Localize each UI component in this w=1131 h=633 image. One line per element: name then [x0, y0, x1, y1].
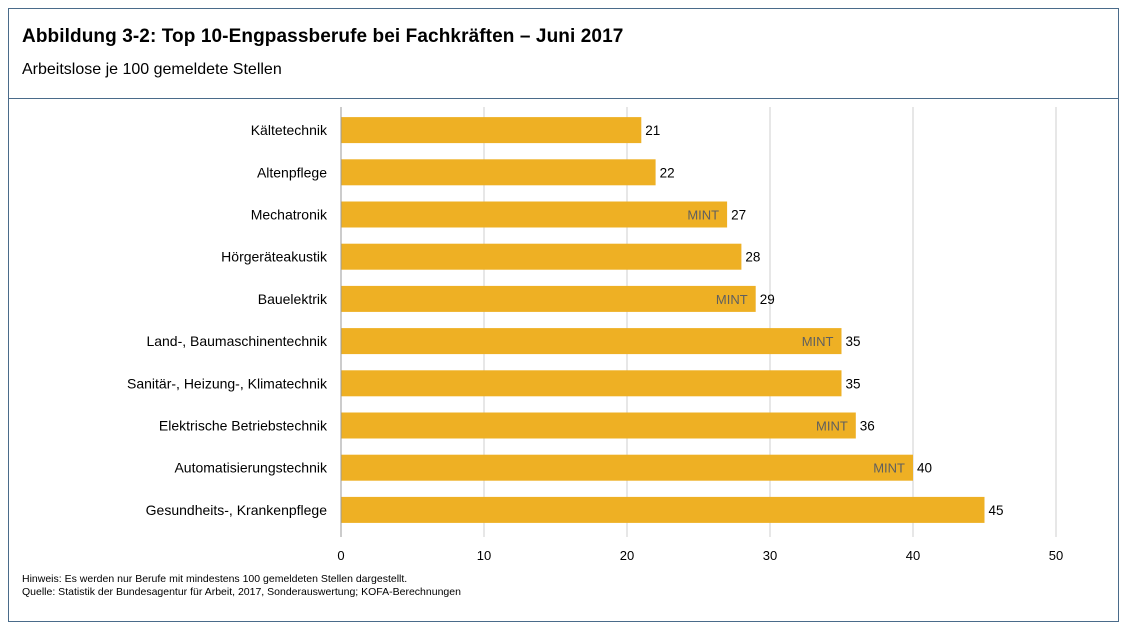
value-label: 35 [846, 376, 861, 391]
mint-label: MINT [816, 419, 848, 434]
chart-title: Abbildung 3-2: Top 10-Engpassberufe bei … [22, 26, 624, 47]
category-label: Sanitär-, Heizung-, Klimatechnik [127, 375, 328, 391]
value-label: 40 [917, 461, 932, 476]
x-tick-label: 20 [620, 548, 634, 563]
value-label: 35 [846, 334, 861, 349]
figure-frame [8, 8, 1119, 622]
mint-label: MINT [716, 292, 748, 307]
bar [341, 159, 656, 186]
value-label: 21 [645, 123, 660, 138]
bar [341, 243, 742, 270]
value-label: 22 [660, 165, 675, 180]
bar [341, 454, 913, 481]
mint-label: MINT [687, 208, 719, 223]
bar [341, 201, 728, 228]
footnote-source: Quelle: Statistik der Bundesagentur für … [22, 586, 461, 598]
bar [341, 328, 842, 355]
bar [341, 412, 856, 439]
category-label: Automatisierungstechnik [174, 460, 328, 476]
bar [341, 117, 642, 144]
category-label: Gesundheits-, Krankenpflege [146, 502, 328, 518]
value-label: 28 [745, 250, 760, 265]
mint-label: MINT [802, 334, 834, 349]
category-label: Kältetechnik [251, 122, 328, 138]
value-label: 45 [989, 503, 1004, 518]
value-label: 36 [860, 419, 875, 434]
category-label: Land-, Baumaschinentechnik [146, 333, 328, 349]
x-tick-label: 30 [763, 548, 777, 563]
footnote-hint: Hinweis: Es werden nur Berufe mit mindes… [22, 573, 408, 585]
x-tick-label: 10 [477, 548, 491, 563]
bar [341, 496, 985, 523]
x-tick-label: 50 [1049, 548, 1063, 563]
header-divider [9, 98, 1118, 99]
category-label: Elektrische Betriebstechnik [159, 418, 328, 434]
category-label: Hörgeräteakustik [221, 249, 328, 265]
category-label: Mechatronik [251, 207, 328, 223]
x-tick-label: 40 [906, 548, 920, 563]
bar [341, 285, 756, 312]
value-label: 27 [731, 208, 746, 223]
value-label: 29 [760, 292, 775, 307]
footnotes: Hinweis: Es werden nur Berufe mit mindes… [22, 573, 461, 599]
category-label: Bauelektrik [258, 291, 328, 307]
bar [341, 370, 842, 397]
category-label: Altenpflege [257, 164, 327, 180]
mint-label: MINT [873, 461, 905, 476]
chart-subtitle: Arbeitslose je 100 gemeldete Stellen [22, 61, 282, 78]
x-tick-label: 0 [337, 548, 344, 563]
